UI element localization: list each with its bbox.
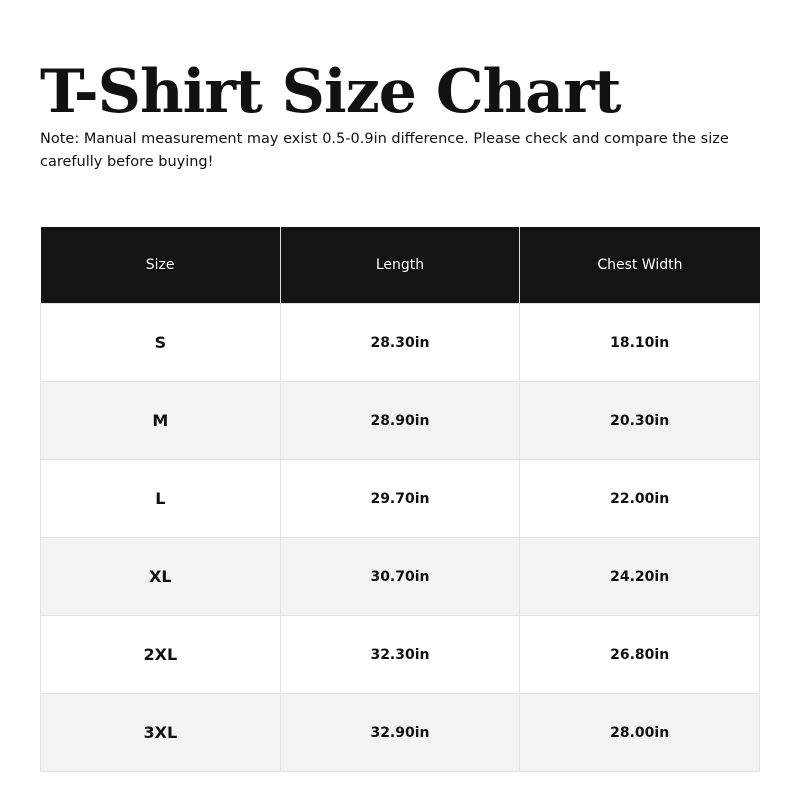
length-cell: 30.70in bbox=[279, 537, 521, 616]
chest-width-cell: 28.00in bbox=[519, 693, 760, 772]
length-cell: 29.70in bbox=[279, 459, 521, 538]
header-row: Size Length Chest Width bbox=[40, 227, 760, 304]
table-row: M 28.90in 20.30in bbox=[40, 381, 760, 460]
size-cell: XL bbox=[40, 537, 281, 616]
length-cell: 28.90in bbox=[279, 381, 521, 460]
size-cell: 3XL bbox=[40, 693, 281, 772]
length-cell: 32.90in bbox=[279, 693, 521, 772]
chest-width-cell: 20.30in bbox=[519, 381, 760, 460]
size-cell: M bbox=[40, 381, 281, 460]
length-cell: 32.30in bbox=[279, 615, 521, 694]
table-row: L 29.70in 22.00in bbox=[40, 459, 760, 538]
length-cell: 28.30in bbox=[279, 303, 521, 382]
table-row: XL 30.70in 24.20in bbox=[40, 537, 760, 616]
size-cell: S bbox=[40, 303, 281, 382]
measurement-note: Note: Manual measurement may exist 0.5-0… bbox=[40, 131, 729, 170]
chest-width-cell: 24.20in bbox=[519, 537, 760, 616]
size-cell: 2XL bbox=[40, 615, 281, 694]
chest-width-cell: 18.10in bbox=[519, 303, 760, 382]
header-chest-width: Chest Width bbox=[519, 227, 760, 304]
chest-width-cell: 26.80in bbox=[519, 615, 760, 694]
size-cell: L bbox=[40, 459, 281, 538]
chest-width-cell: 22.00in bbox=[519, 459, 760, 538]
table-row: 2XL 32.30in 26.80in bbox=[40, 615, 760, 694]
table-row: S 28.30in 18.10in bbox=[40, 303, 760, 382]
header-length: Length bbox=[280, 227, 521, 304]
header-size: Size bbox=[40, 227, 281, 304]
table-row: 3XL 32.90in 28.00in bbox=[40, 693, 760, 772]
size-chart-table: Size Length Chest Width S 28.30in 18.10i… bbox=[40, 227, 760, 772]
page-title: T-Shirt Size Chart bbox=[40, 57, 621, 127]
